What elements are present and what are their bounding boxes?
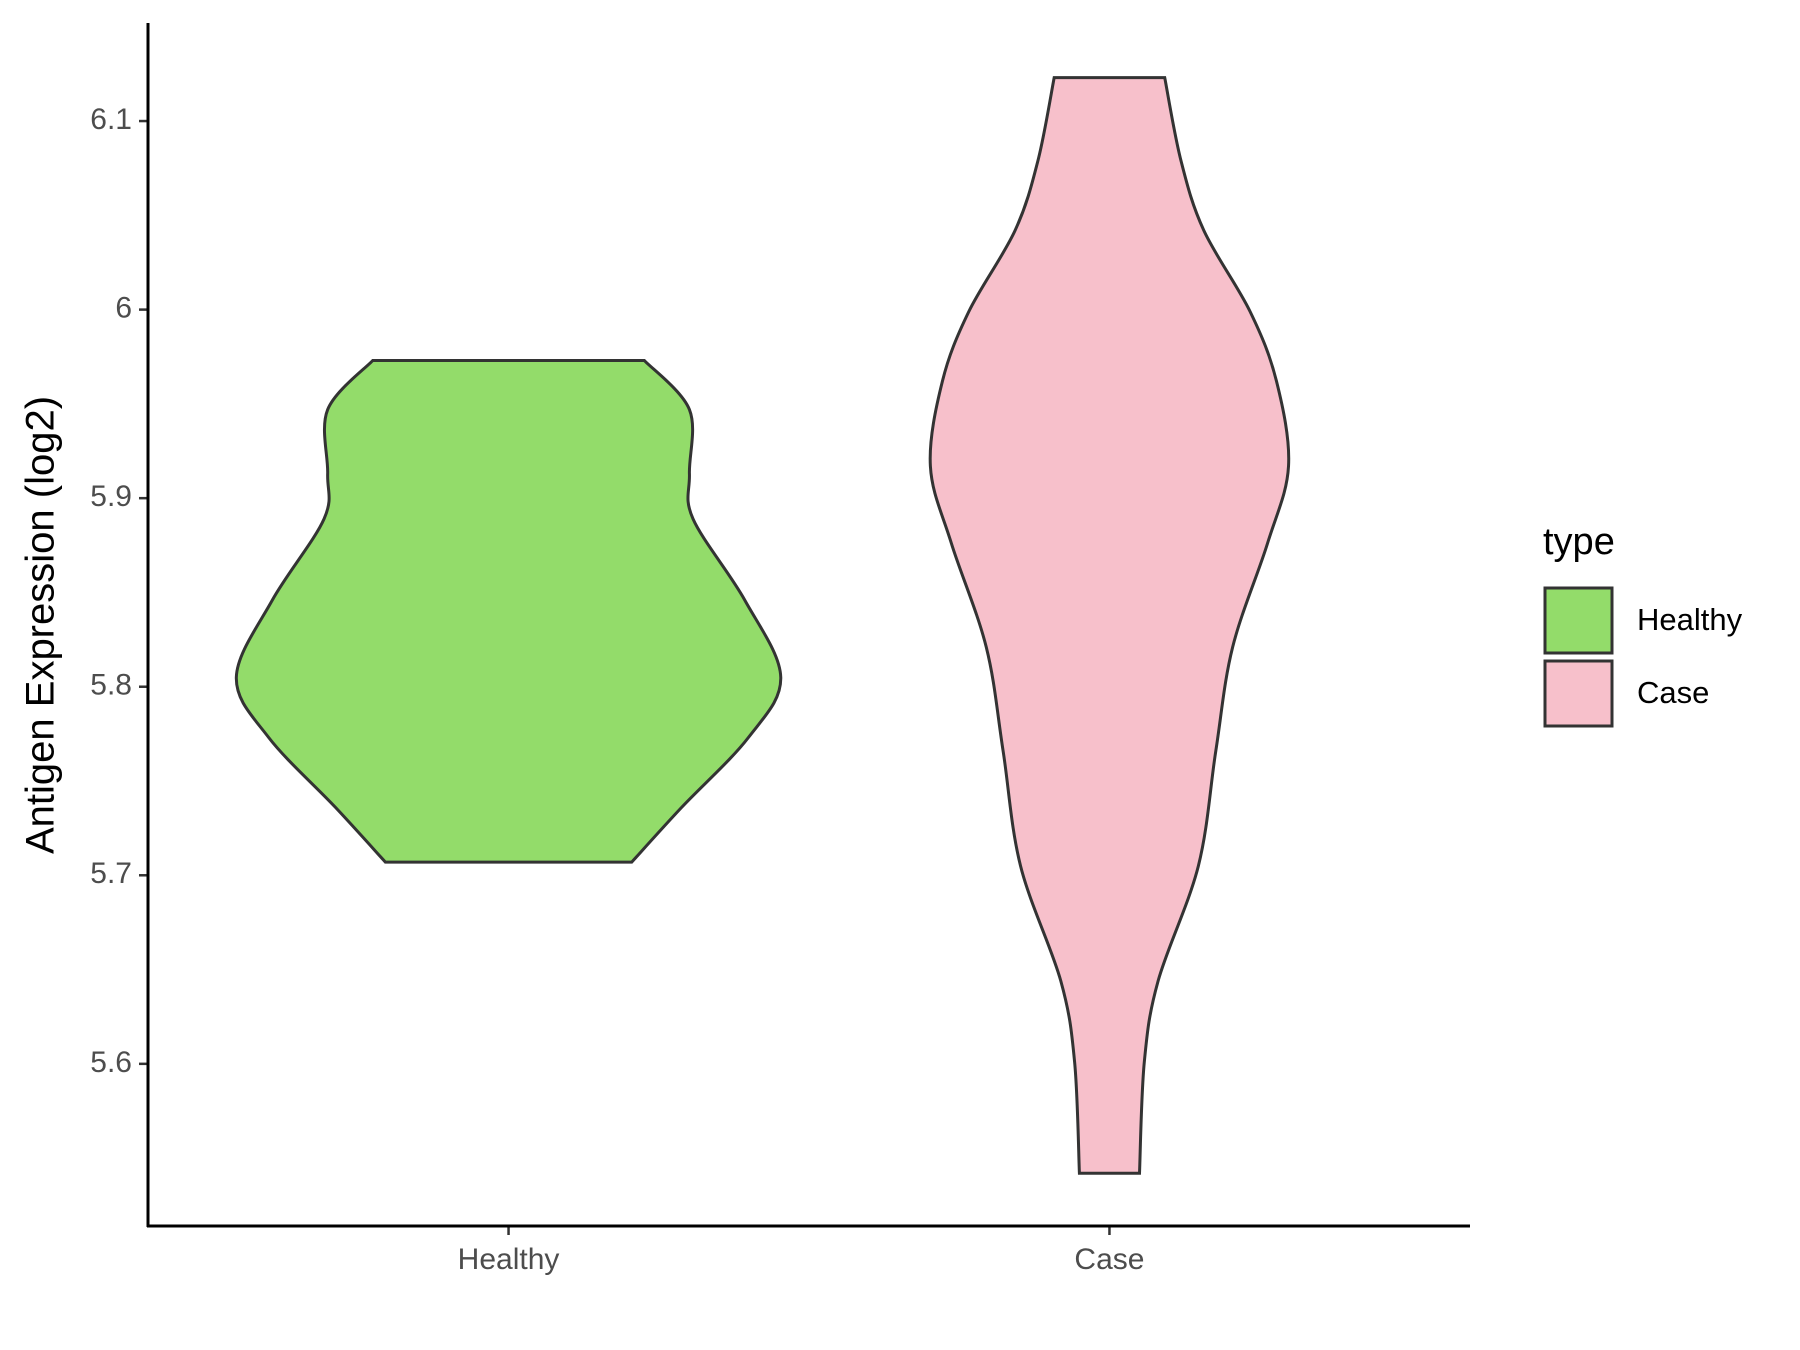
- y-tick-label: 5.7: [90, 857, 132, 890]
- y-tick-label: 6.1: [90, 103, 132, 136]
- violin: [234, 359, 783, 864]
- y-tick-label: 5.9: [90, 480, 132, 513]
- legend-label: Healthy: [1637, 602, 1743, 637]
- y-tick-label: 5.6: [90, 1046, 132, 1079]
- legend-swatch: [1543, 586, 1614, 655]
- legend-swatch: [1543, 659, 1614, 728]
- y-tick-label: 5.8: [90, 669, 132, 702]
- legend-title: type: [1543, 521, 1615, 563]
- y-axis-title: Antigen Expression (log2): [19, 396, 63, 854]
- x-tick-label: Healthy: [458, 1243, 560, 1276]
- x-tick-label: Case: [1074, 1243, 1144, 1276]
- legend-label: Case: [1637, 675, 1709, 710]
- violin: [928, 76, 1291, 1175]
- y-tick-label: 6: [115, 292, 132, 325]
